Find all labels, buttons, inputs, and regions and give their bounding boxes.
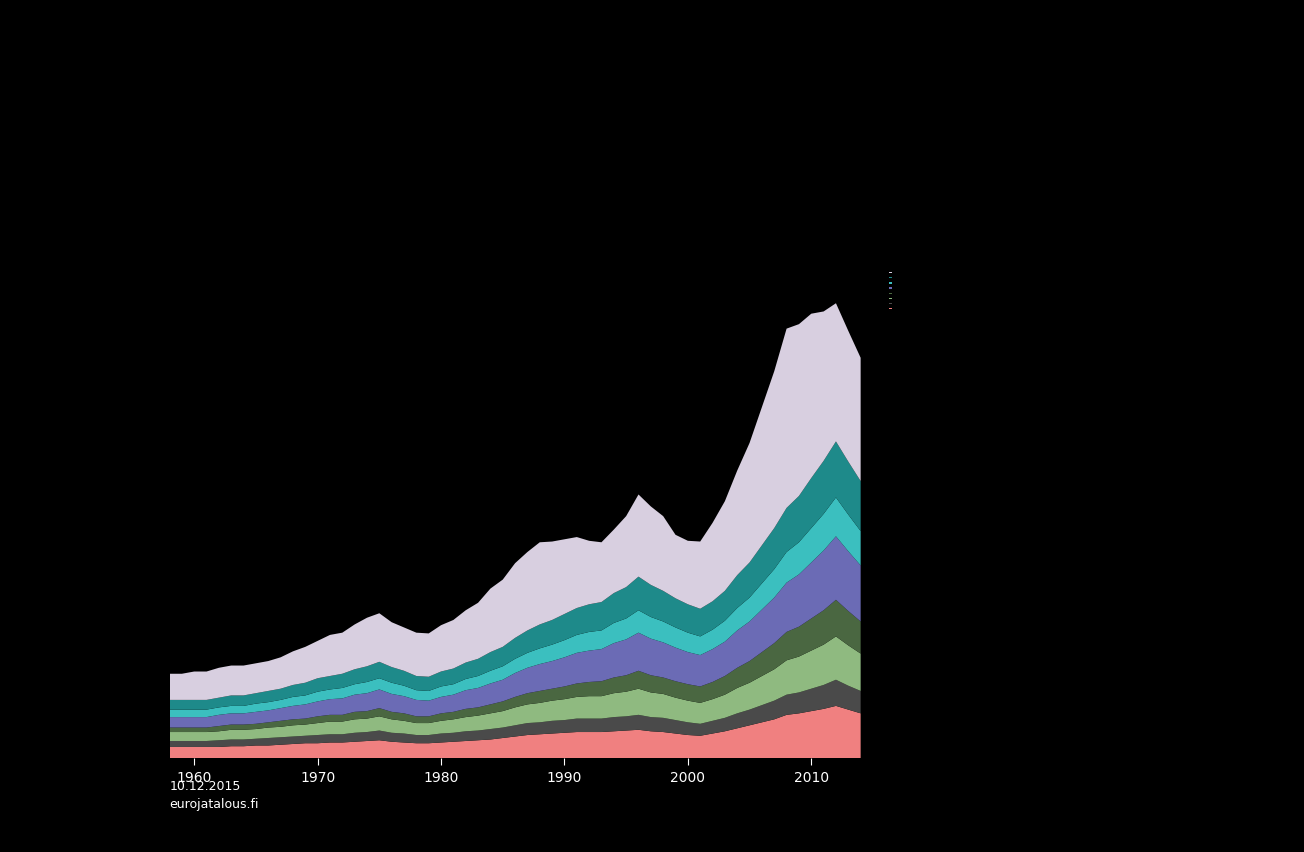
Legend: , , , , , , , : , , , , , , ,: [889, 273, 895, 310]
Text: 10.12.2015: 10.12.2015: [170, 780, 241, 792]
Text: eurojatalous.fi: eurojatalous.fi: [170, 797, 259, 809]
